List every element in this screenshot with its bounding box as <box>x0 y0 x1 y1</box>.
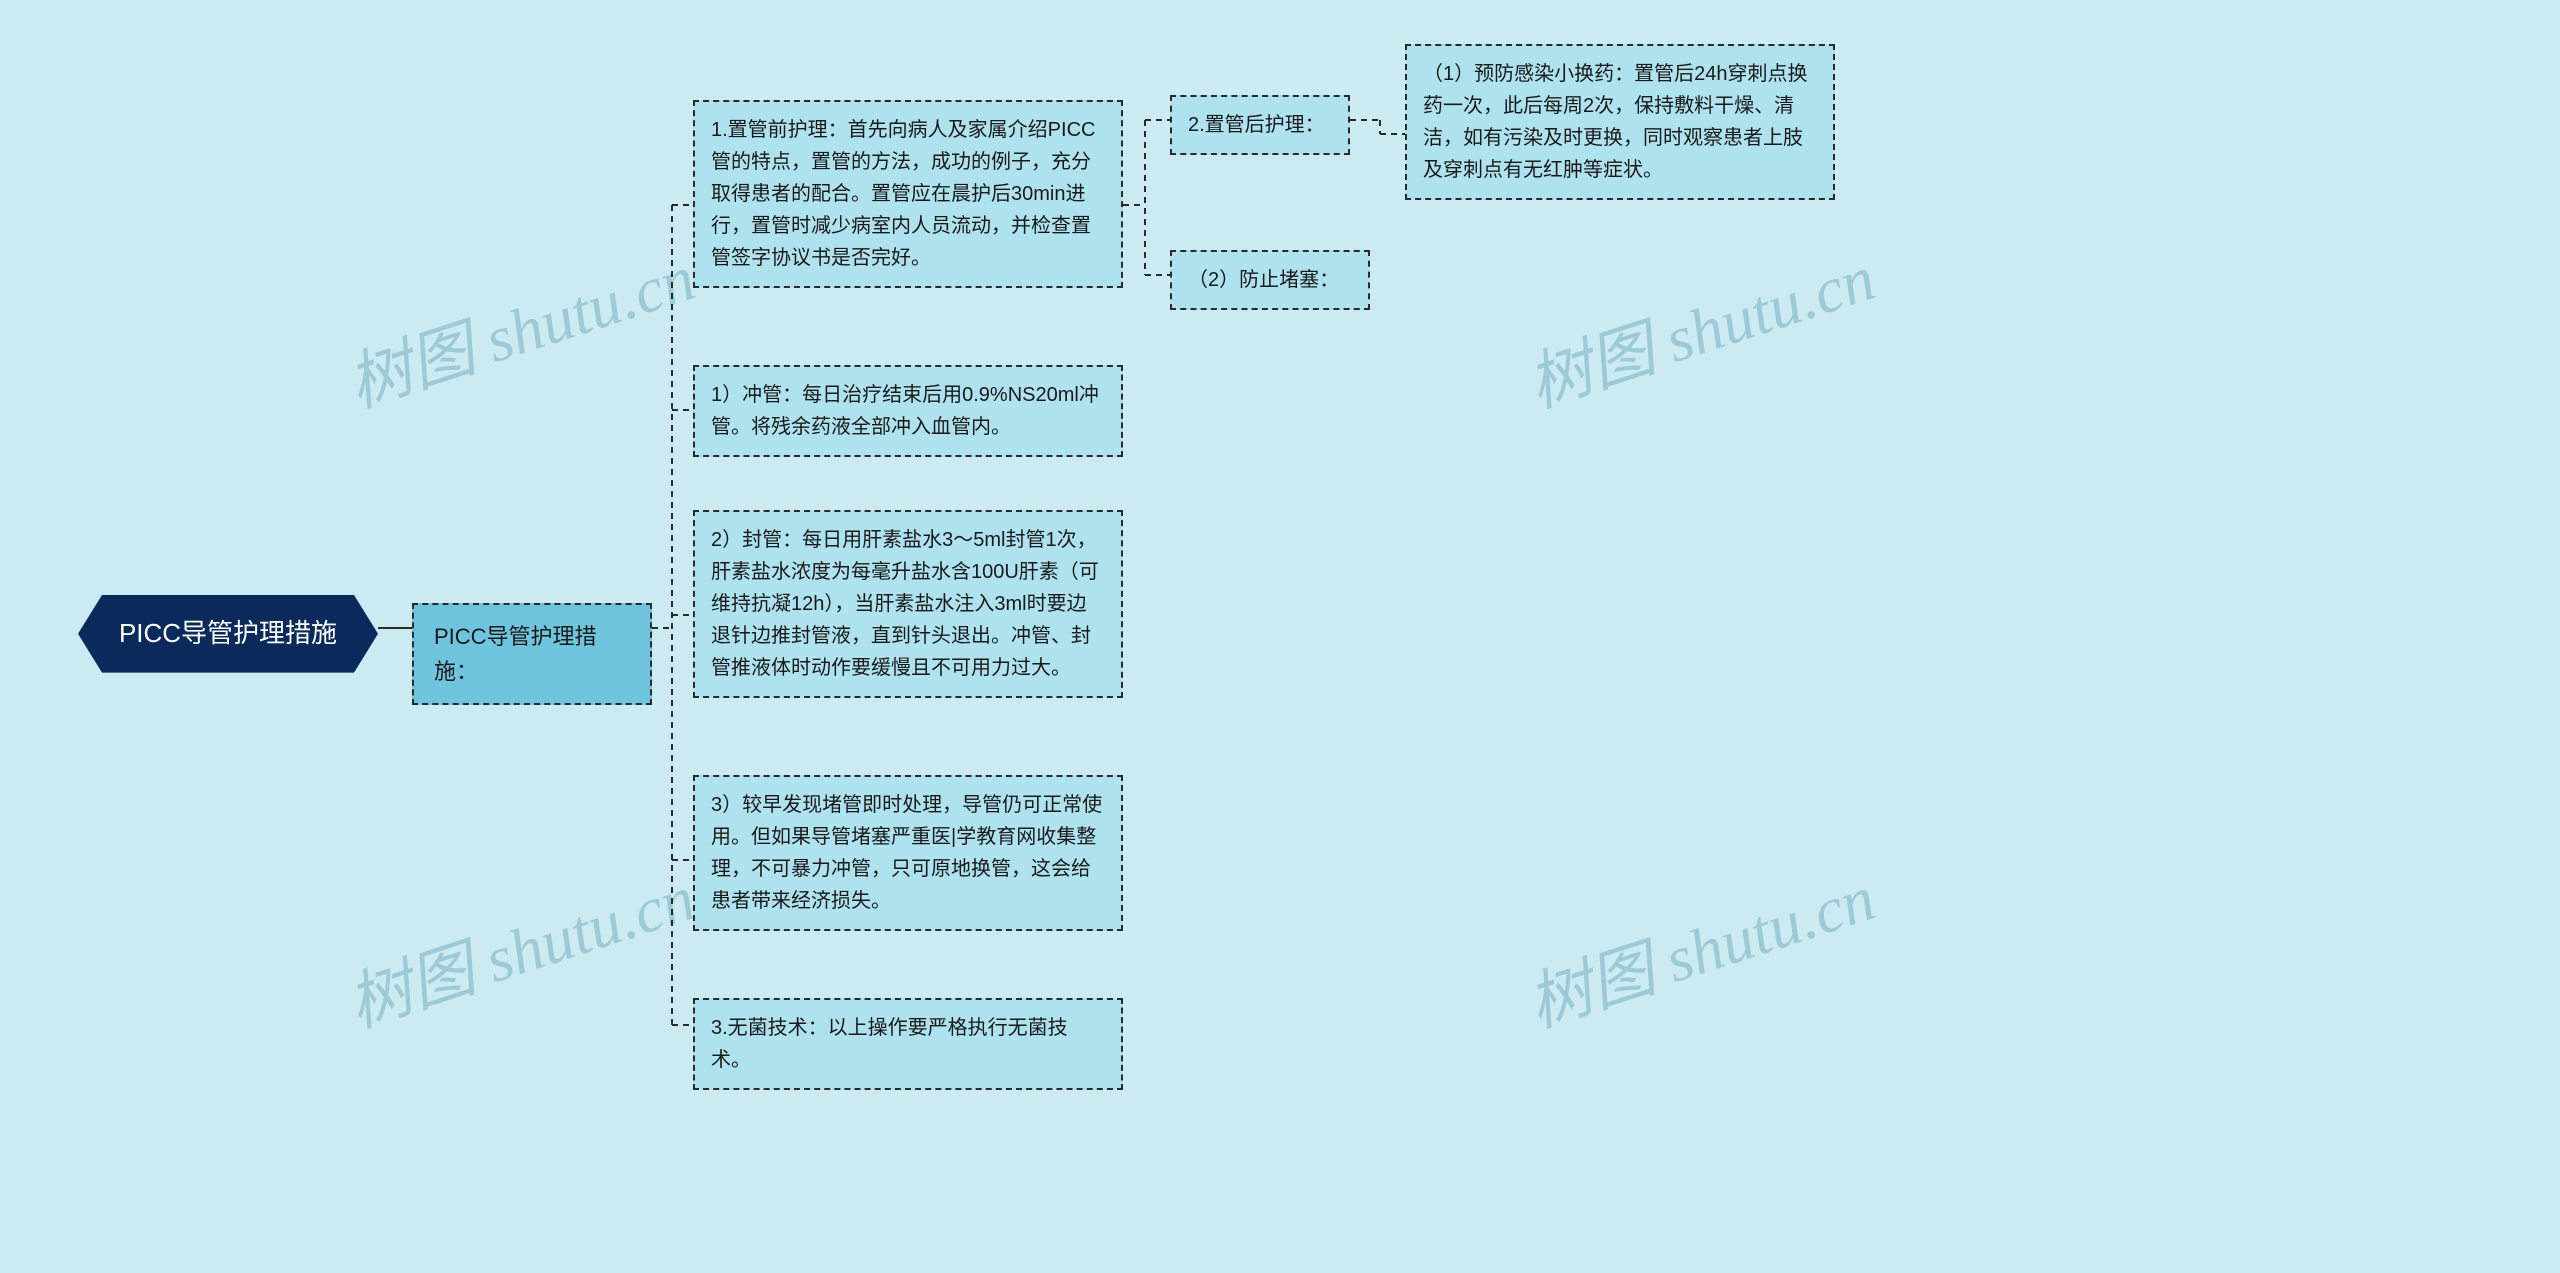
connector-layer <box>0 0 2560 1273</box>
node-aseptic: 3.无菌技术：以上操作要严格执行无菌技术。 <box>693 998 1123 1090</box>
node-text: 3.无菌技术：以上操作要严格执行无菌技术。 <box>711 1017 1068 1071</box>
watermark: 树图 shutu.cn <box>1515 847 1885 1045</box>
node-text: 2.置管后护理： <box>1188 114 1325 136</box>
node-post-care: 2.置管后护理： <box>1170 95 1350 155</box>
node-text: （1）预防感染小换药：置管后24h穿刺点换药一次，此后每周2次，保持敷料干燥、清… <box>1423 63 1808 181</box>
node-text: 1）冲管：每日治疗结束后用0.9%NS20ml冲管。将残余药液全部冲入血管内。 <box>711 384 1099 438</box>
node-text: 3）较早发现堵管即时处理，导管仍可正常使用。但如果导管堵塞严重医|学教育网收集整… <box>711 794 1102 912</box>
node-text: 2）封管：每日用肝素盐水3～5ml封管1次，肝素盐水浓度为每毫升盐水含100U肝… <box>711 529 1099 679</box>
root-node: PICC导管护理措施 <box>78 595 378 673</box>
node-prevent-block: （2）防止堵塞： <box>1170 250 1370 310</box>
node-pre-care: 1.置管前护理：首先向病人及家属介绍PICC管的特点，置管的方法，成功的例子，充… <box>693 100 1123 288</box>
root-label: PICC导管护理措施 <box>119 618 337 648</box>
node-infection-prevent: （1）预防感染小换药：置管后24h穿刺点换药一次，此后每周2次，保持敷料干燥、清… <box>1405 44 1835 200</box>
watermark: 树图 shutu.cn <box>1515 227 1885 425</box>
node-text: （2）防止堵塞： <box>1188 269 1339 291</box>
level1-label: PICC导管护理措施： <box>434 624 597 684</box>
level1-node: PICC导管护理措施： <box>412 603 652 705</box>
node-text: 1.置管前护理：首先向病人及家属介绍PICC管的特点，置管的方法，成功的例子，充… <box>711 119 1095 269</box>
node-blockage-handle: 3）较早发现堵管即时处理，导管仍可正常使用。但如果导管堵塞严重医|学教育网收集整… <box>693 775 1123 931</box>
node-seal: 2）封管：每日用肝素盐水3～5ml封管1次，肝素盐水浓度为每毫升盐水含100U肝… <box>693 510 1123 698</box>
watermark: 树图 shutu.cn <box>335 227 705 425</box>
node-flush: 1）冲管：每日治疗结束后用0.9%NS20ml冲管。将残余药液全部冲入血管内。 <box>693 365 1123 457</box>
watermark: 树图 shutu.cn <box>335 847 705 1045</box>
